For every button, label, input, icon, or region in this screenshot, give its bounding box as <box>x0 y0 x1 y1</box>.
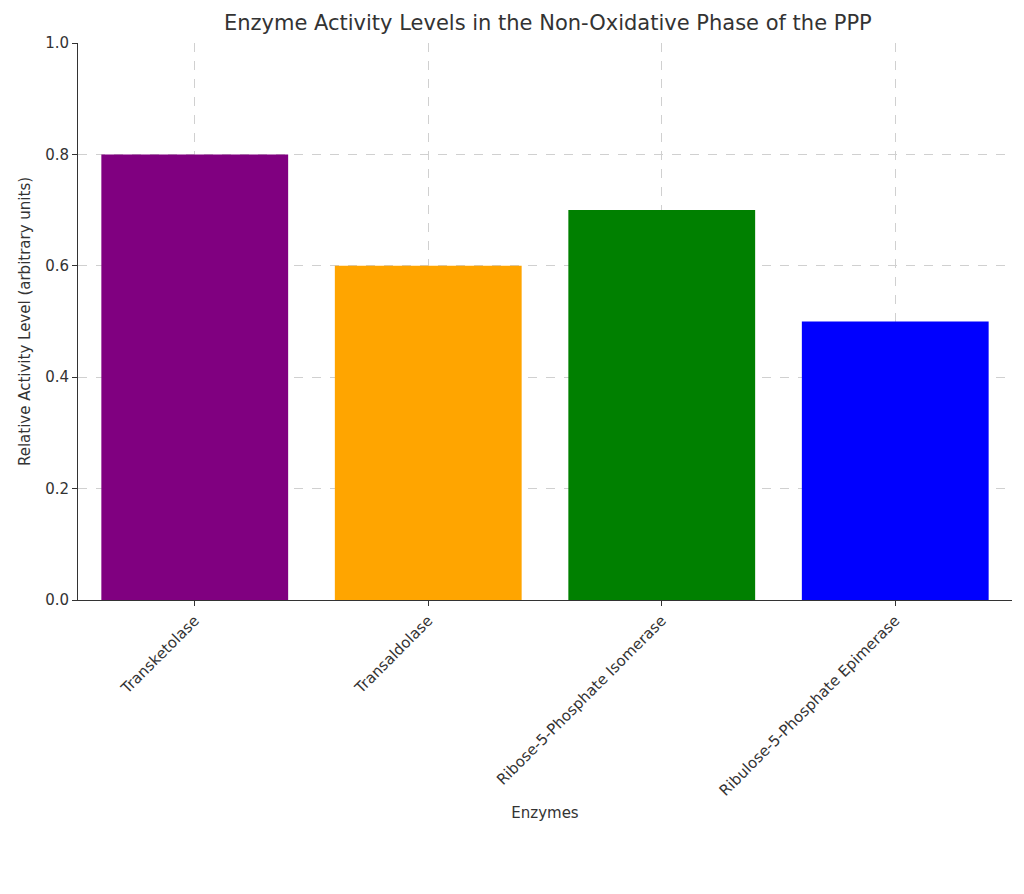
svg-text:Transaldolase: Transaldolase <box>351 612 437 698</box>
svg-text:1.0: 1.0 <box>45 34 69 52</box>
svg-text:0.6: 0.6 <box>45 257 69 275</box>
svg-text:Ribulose-5-Phosphate Epimerase: Ribulose-5-Phosphate Epimerase <box>716 612 904 800</box>
svg-text:Enzyme Activity Levels in the: Enzyme Activity Levels in the Non-Oxidat… <box>224 11 872 35</box>
svg-text:0.8: 0.8 <box>45 146 69 164</box>
svg-text:0.2: 0.2 <box>45 480 69 498</box>
svg-text:Ribose-5-Phosphate Isomerase: Ribose-5-Phosphate Isomerase <box>493 612 670 789</box>
svg-text:0.4: 0.4 <box>45 368 69 386</box>
svg-text:Enzymes: Enzymes <box>511 804 579 822</box>
svg-text:Relative Activity Level (arbit: Relative Activity Level (arbitrary units… <box>16 177 34 466</box>
svg-text:0.0: 0.0 <box>45 591 69 609</box>
svg-text:Transketolase: Transketolase <box>117 612 203 698</box>
